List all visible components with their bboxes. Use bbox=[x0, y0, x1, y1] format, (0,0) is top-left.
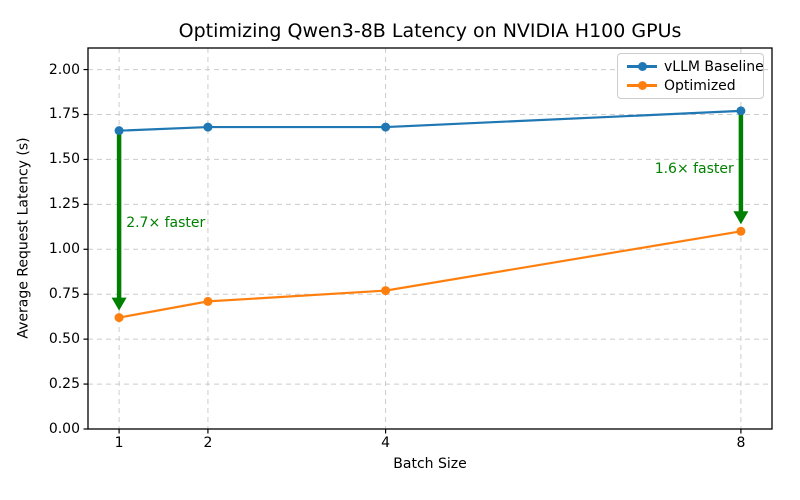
y-tick-label: 1.75 bbox=[48, 106, 80, 123]
axes-frame bbox=[87, 47, 773, 430]
data-point-marker bbox=[203, 296, 213, 306]
y-tick-label: 0.25 bbox=[48, 376, 80, 393]
legend-item-optimized: Optimized bbox=[627, 76, 754, 95]
legend-label: vLLM Baseline bbox=[664, 58, 764, 75]
data-point-marker bbox=[114, 126, 124, 136]
legend-item-vllm-baseline: vLLM Baseline bbox=[627, 57, 764, 76]
y-axis-label: Average Request Latency (s) bbox=[15, 137, 32, 339]
data-point-marker bbox=[381, 286, 391, 296]
x-tick-label: 4 bbox=[381, 435, 391, 451]
legend-line-marker-icon bbox=[627, 62, 657, 72]
x-tick-label: 2 bbox=[203, 435, 213, 451]
series-line-1 bbox=[118, 230, 742, 319]
chart-title: Optimizing Qwen3-8B Latency on NVIDIA H1… bbox=[178, 20, 682, 42]
y-tick-label: 1.00 bbox=[48, 241, 80, 258]
y-tick-label: 0.00 bbox=[48, 421, 80, 437]
data-point-marker bbox=[736, 226, 746, 236]
speedup-arrow-head bbox=[733, 211, 749, 225]
x-tick-label: 1 bbox=[114, 435, 124, 451]
speedup-annotation-label: 1.6× faster bbox=[654, 161, 734, 178]
speedup-arrow-head bbox=[111, 297, 127, 311]
speedup-annotation-label: 2.7× faster bbox=[126, 215, 206, 232]
data-point-marker bbox=[381, 122, 391, 132]
x-tick-label: 8 bbox=[736, 435, 746, 451]
legend-line-marker-icon bbox=[627, 81, 657, 91]
x-axis-label: Batch Size bbox=[393, 456, 467, 472]
y-tick-label: 0.75 bbox=[48, 286, 80, 303]
y-tick-label: 2.00 bbox=[48, 61, 80, 78]
legend-label: Optimized bbox=[664, 77, 736, 94]
y-tick-label: 1.50 bbox=[48, 151, 80, 168]
series-line-0 bbox=[119, 109, 741, 132]
data-point-marker bbox=[203, 122, 213, 132]
y-tick-label: 0.50 bbox=[48, 331, 80, 348]
data-point-marker bbox=[736, 106, 746, 116]
legend: vLLM Baseline Optimized bbox=[617, 53, 764, 99]
data-point-marker bbox=[114, 313, 124, 323]
y-tick-label: 1.25 bbox=[48, 196, 80, 213]
